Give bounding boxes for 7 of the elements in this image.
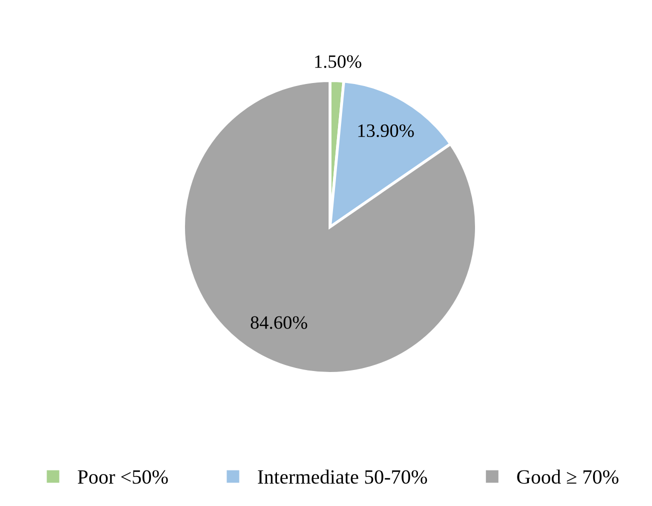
legend-label: Intermediate 50-70% bbox=[258, 470, 428, 484]
data-label: 84.60% bbox=[250, 316, 308, 329]
legend-label: Poor <50% bbox=[78, 470, 168, 484]
pie-slice bbox=[182, 79, 478, 375]
legend-label: Good ≥ 70% bbox=[517, 470, 618, 484]
data-label: 13.90% bbox=[358, 124, 414, 138]
data-label: 1.50% bbox=[315, 55, 362, 68]
